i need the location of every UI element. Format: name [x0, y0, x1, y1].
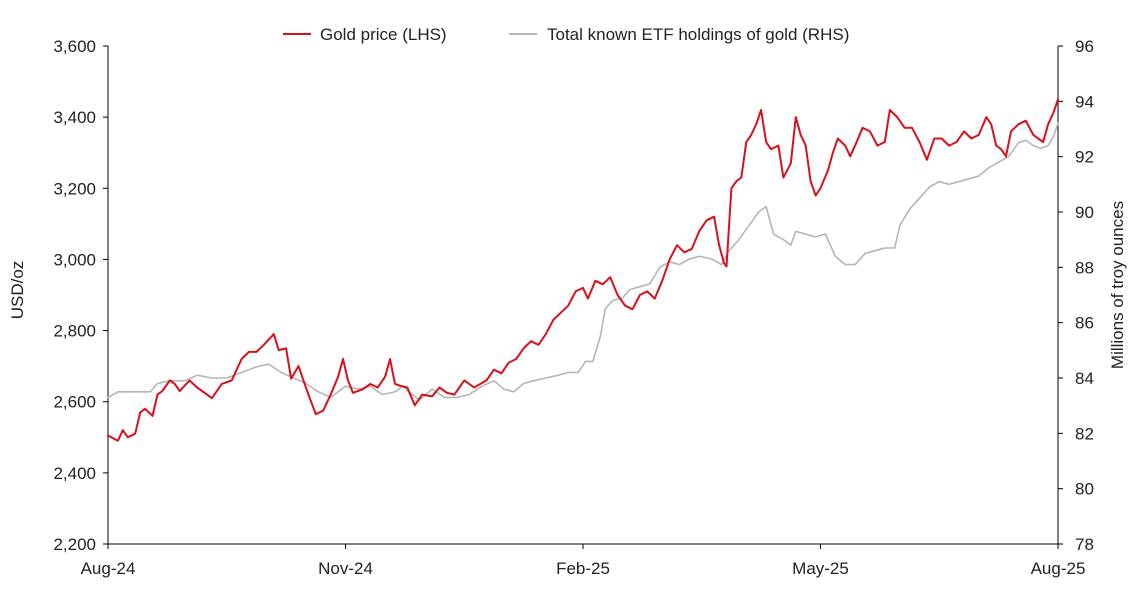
y-right-tick-label: 94: [1075, 92, 1094, 111]
x-tick-label: May-25: [792, 559, 849, 578]
y-left-ticks: 2,200 2,400 2,600 2,800 3,000 3,200 3,400 3,600: [53, 37, 108, 554]
y-left-tick-label: 3,000: [53, 250, 96, 269]
y-left-tick-label: 2,400: [53, 464, 96, 483]
series-line-etf-holdings: [107, 122, 1059, 401]
y-left-tick-label: 3,600: [53, 37, 96, 56]
y-right-tick-label: 96: [1075, 37, 1094, 56]
legend-label-etf-holdings: Total known ETF holdings of gold (RHS): [547, 25, 849, 44]
plot-frame: [107, 46, 1059, 545]
y-right-ticks: 78 80 82 84 86 88 90 92 94 96: [1058, 37, 1094, 554]
y-left-tick-label: 3,200: [53, 179, 96, 198]
y-left-tick-label: 2,800: [53, 322, 96, 341]
y-right-tick-label: 92: [1075, 148, 1094, 167]
x-tick-label: Aug-25: [1031, 559, 1086, 578]
series-line-gold-price: [107, 98, 1059, 442]
y-left-tick-label: 3,400: [53, 108, 96, 127]
x-tick-label: Feb-25: [556, 559, 610, 578]
y-right-axis-title: Millions of troy ounces: [1108, 201, 1127, 369]
y-right-tick-label: 82: [1075, 424, 1094, 443]
y-left-axis-title: USD/oz: [8, 261, 27, 320]
series-layer: [107, 98, 1059, 442]
y-right-tick-label: 90: [1075, 203, 1094, 222]
legend-label-gold-price: Gold price (LHS): [320, 25, 447, 44]
y-right-tick-label: 88: [1075, 258, 1094, 277]
y-right-tick-label: 80: [1075, 480, 1094, 499]
x-tick-label: Aug-24: [81, 559, 136, 578]
x-axis-ticks: Aug-24 Nov-24 Feb-25 May-25 Aug-25: [81, 544, 1086, 578]
y-right-tick-label: 84: [1075, 369, 1094, 388]
x-tick-label: Nov-24: [318, 559, 373, 578]
y-left-tick-label: 2,200: [53, 535, 96, 554]
y-right-tick-label: 78: [1075, 535, 1094, 554]
y-right-tick-label: 86: [1075, 314, 1094, 333]
legend: Gold price (LHS) Total known ETF holding…: [283, 25, 849, 44]
y-left-tick-label: 2,600: [53, 393, 96, 412]
